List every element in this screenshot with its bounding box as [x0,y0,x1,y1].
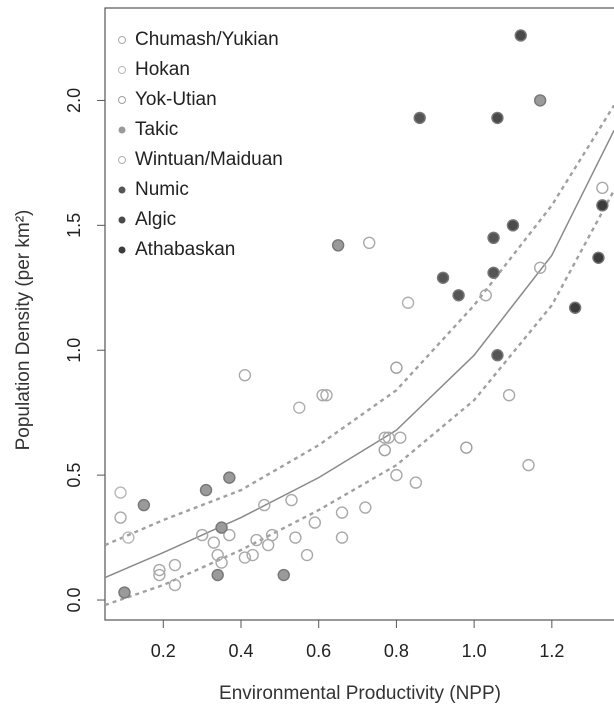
fit-curve [105,130,614,579]
legend-label: Chumash/Yukian [135,29,279,50]
point [215,521,228,534]
point [168,558,182,572]
point [390,361,403,374]
point [285,493,298,507]
point [320,388,333,402]
legend-label: Numic [135,179,189,200]
point [401,296,415,309]
plot-frame [104,7,614,621]
point [137,498,151,512]
legend-label: Takic [135,119,178,140]
point [568,301,582,314]
y-tick-label: 0.5 [64,463,84,488]
point [487,231,500,245]
point [250,533,263,547]
point [246,548,259,562]
point [479,289,492,302]
point [223,471,236,484]
point [363,236,376,250]
point [289,531,302,544]
x-tick-label: 0.6 [306,641,331,661]
point [265,528,279,542]
point [487,266,500,279]
point [168,578,182,592]
point [153,568,166,582]
point [316,388,329,402]
point [533,261,547,274]
point [258,498,271,512]
point [409,476,423,489]
point [238,369,252,382]
point [223,528,236,542]
point [277,568,290,582]
legend-marker [118,96,126,104]
x-tick-label: 1.0 [462,641,487,661]
point [394,431,407,444]
y-tick-label: 2.0 [64,88,84,113]
point [118,586,131,599]
point [506,219,520,232]
point [378,431,391,444]
point [413,111,426,125]
point [502,388,516,402]
point [359,501,372,514]
x-tick-label: 1.2 [539,641,564,661]
point [211,568,224,582]
point [153,563,166,577]
point [514,29,527,42]
point [335,531,349,544]
point [114,511,127,524]
point [215,556,228,569]
point [331,239,345,252]
x-tick-label: 0.2 [151,641,176,661]
y-tick-label: 1.0 [64,338,84,363]
legend-marker [118,186,126,194]
point [533,94,547,107]
y-tick-label: 1.5 [64,213,84,238]
point [300,548,314,562]
point [378,443,391,457]
point [293,401,306,414]
legend-marker [118,246,126,254]
point [452,289,465,302]
point [207,536,220,549]
point [592,251,605,264]
y-tick-label: 0.0 [64,588,84,613]
point [211,548,224,562]
legend-marker [118,126,126,134]
point [390,468,403,482]
x-tick-label: 0.4 [228,641,253,661]
point [460,441,473,454]
legend-marker [118,216,126,224]
y-axis-title: Population Density (per km²) [13,210,34,451]
point [522,458,535,472]
point [195,528,209,542]
legend-marker [118,36,126,44]
x-axis-title: Environmental Productivity (NPP) [219,683,501,704]
legend-marker [118,66,126,74]
point [491,349,504,362]
legend-label: Athabaskan [135,239,235,260]
legend-label: Hokan [135,59,190,80]
point [122,531,135,544]
legend-label: Wintuan/Maiduan [135,149,283,170]
plot-area [105,29,614,607]
x-tick-label: 0.8 [384,641,409,661]
point [335,506,349,519]
point [491,111,504,125]
point [596,199,609,212]
fit-curve [105,104,614,547]
legend-marker [118,156,126,164]
legend-label: Yok-Utian [135,89,217,110]
point [114,486,127,499]
point [436,271,450,284]
point [308,516,322,529]
point [199,483,213,497]
point [238,551,252,564]
point [596,181,609,195]
legend-label: Algic [135,209,176,230]
